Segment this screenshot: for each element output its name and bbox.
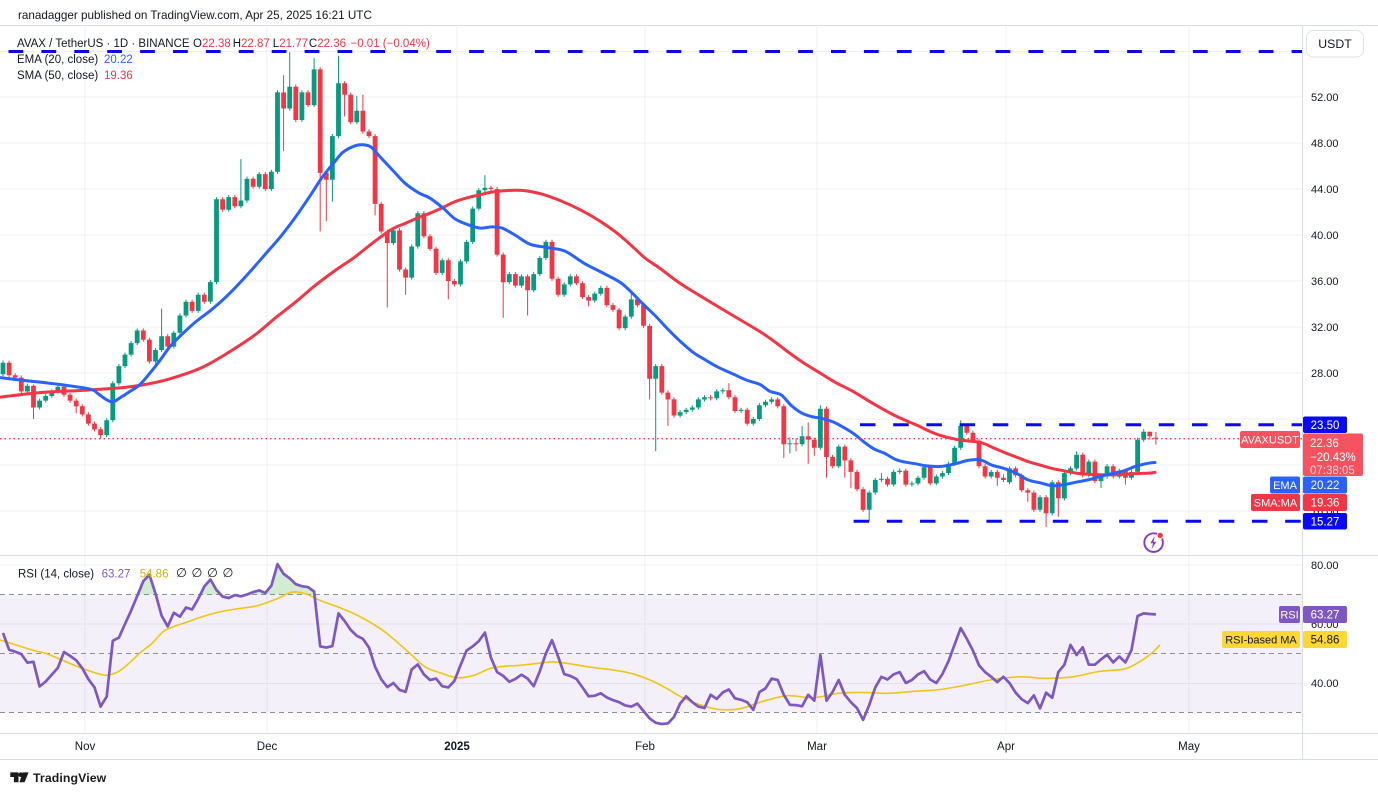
svg-text:SMA (50, close) 19.36: SMA (50, close) 19.36: [17, 70, 133, 82]
svg-text:Apr: Apr: [997, 741, 1015, 753]
svg-text:−20.43%: −20.43%: [1310, 452, 1356, 464]
svg-text:2025: 2025: [444, 741, 470, 753]
svg-text:15.27: 15.27: [1311, 516, 1340, 528]
svg-text:SMA:MA: SMA:MA: [1254, 498, 1298, 510]
svg-text:40.00: 40.00: [1311, 230, 1339, 242]
svg-text:36.00: 36.00: [1311, 276, 1339, 288]
svg-text:Dec: Dec: [257, 741, 278, 753]
svg-text:32.00: 32.00: [1311, 322, 1339, 334]
svg-text:52.00: 52.00: [1311, 92, 1339, 104]
svg-text:40.00: 40.00: [1311, 678, 1339, 690]
svg-text:Feb: Feb: [635, 741, 655, 753]
svg-text:63.27: 63.27: [1311, 610, 1340, 622]
svg-text:19.36: 19.36: [1311, 498, 1340, 510]
svg-text:AVAXUSDT: AVAXUSDT: [1241, 435, 1299, 447]
svg-text:USDT: USDT: [1318, 37, 1352, 51]
svg-text:22.36: 22.36: [1310, 438, 1339, 450]
svg-text:28.00: 28.00: [1311, 368, 1339, 380]
svg-text:80.00: 80.00: [1311, 560, 1339, 572]
svg-text:May: May: [1178, 741, 1200, 753]
svg-text:RSI (14, close) 63.27 54.86: RSI (14, close) 63.27 54.86: [18, 569, 168, 581]
svg-text:RSI-based MA: RSI-based MA: [1225, 635, 1297, 647]
svg-text:ranadagger published on Tradin: ranadagger published on TradingView.com,…: [18, 9, 372, 22]
svg-text:EMA: EMA: [1273, 480, 1298, 492]
svg-text:48.00: 48.00: [1311, 138, 1339, 150]
svg-text:07:38:05: 07:38:05: [1310, 465, 1355, 477]
svg-text:20.22: 20.22: [1311, 480, 1340, 492]
svg-text:Nov: Nov: [75, 741, 96, 753]
svg-text:∅∅∅∅: ∅ ∅ ∅ ∅: [176, 566, 234, 580]
svg-text:44.00: 44.00: [1311, 184, 1339, 196]
svg-text:TradingView: TradingView: [33, 771, 107, 785]
svg-text:EMA (20, close) 20.22: EMA (20, close) 20.22: [17, 54, 133, 66]
svg-text:RSI: RSI: [1280, 610, 1298, 622]
svg-text:AVAX / TetherUS · 1D · BINANCE: AVAX / TetherUS · 1D · BINANCE: [17, 38, 190, 50]
svg-text:23.50: 23.50: [1311, 420, 1340, 432]
svg-text:Mar: Mar: [807, 741, 827, 753]
svg-text:54.86: 54.86: [1311, 635, 1340, 647]
